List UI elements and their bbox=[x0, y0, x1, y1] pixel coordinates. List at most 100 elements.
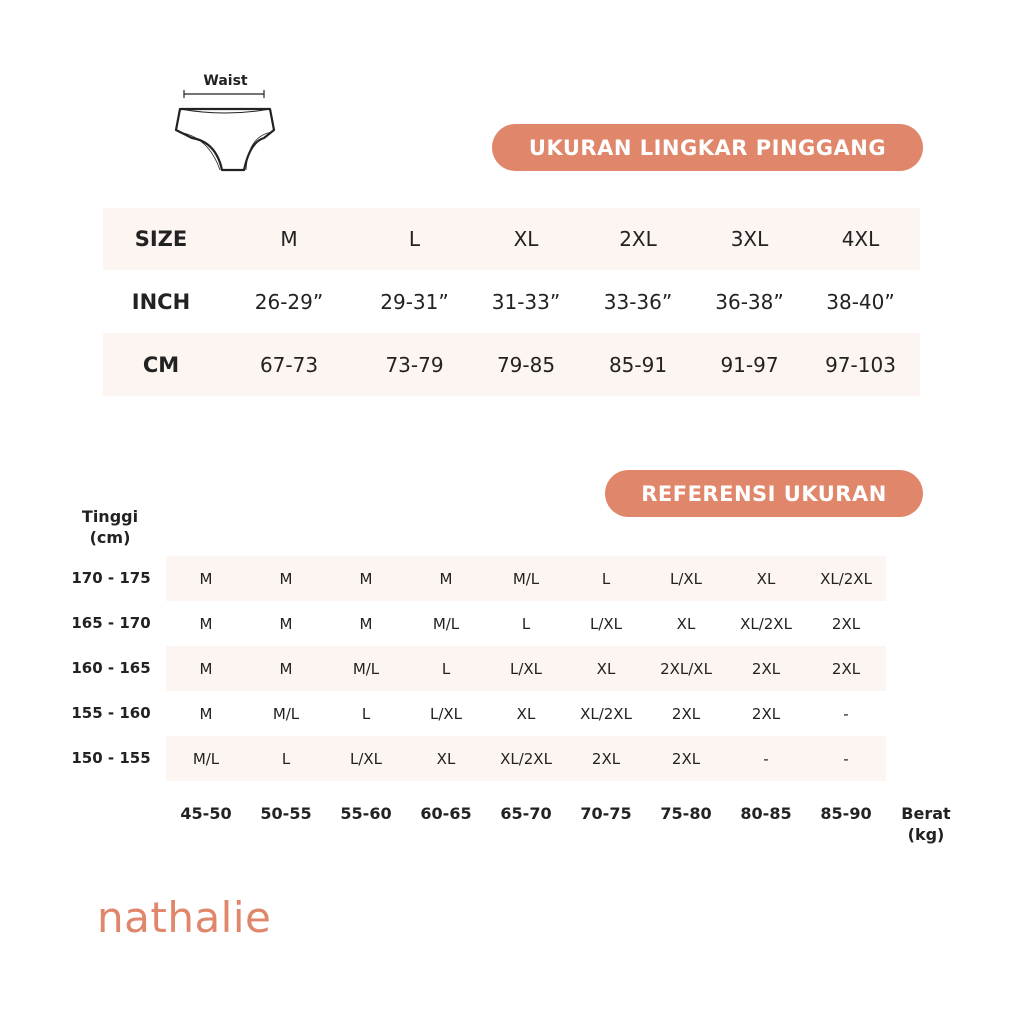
weight-range-label: 45-50 bbox=[180, 803, 232, 823]
cell: 38-40” bbox=[826, 289, 895, 314]
size-cell: M bbox=[359, 614, 373, 633]
size-cell: M bbox=[279, 659, 293, 678]
cell: 29-31” bbox=[380, 289, 449, 314]
table-row: M M M M M/L L L/XL XL XL/2XL bbox=[166, 556, 886, 601]
weight-range-label: 50-55 bbox=[260, 803, 312, 823]
weight-range-label: 70-75 bbox=[580, 803, 632, 823]
size-cell: 2XL bbox=[831, 614, 861, 633]
waist-label: Waist bbox=[203, 73, 248, 89]
size-cell: M/L bbox=[352, 659, 380, 678]
row-label: CM bbox=[142, 352, 180, 377]
weight-range-label: 60-65 bbox=[420, 803, 472, 823]
size-cell: XL bbox=[676, 614, 696, 633]
size-cell: - bbox=[843, 749, 849, 768]
briefs-icon bbox=[174, 90, 276, 172]
size-cell: 2XL bbox=[591, 749, 621, 768]
size-cell: L bbox=[441, 659, 451, 678]
size-cell: 2XL bbox=[671, 749, 701, 768]
cell: 79-85 bbox=[496, 352, 556, 377]
size-cell: 2XL bbox=[831, 659, 861, 678]
height-range-label: 150 - 155 bbox=[71, 749, 151, 767]
size-cell: M bbox=[359, 569, 373, 588]
cell: 85-91 bbox=[608, 352, 668, 377]
size-cell: L/XL bbox=[429, 704, 463, 723]
table-row: INCH 26-29” 29-31” 31-33” 33-36” 36-38” … bbox=[103, 270, 920, 333]
height-range-label: 165 - 170 bbox=[71, 614, 151, 632]
cell: 73-79 bbox=[385, 352, 444, 377]
size-cell: M bbox=[199, 614, 213, 633]
size-cell: M bbox=[199, 569, 213, 588]
size-cell: 2XL bbox=[751, 704, 781, 723]
table-row: CM 67-73 73-79 79-85 85-91 91-97 97-103 bbox=[103, 333, 920, 396]
size-cell: XL bbox=[516, 704, 536, 723]
weight-range-label: 75-80 bbox=[660, 803, 712, 823]
height-label-line2: (cm) bbox=[89, 528, 131, 547]
cell: 33-36” bbox=[603, 289, 673, 314]
weight-range-label: 65-70 bbox=[500, 803, 552, 823]
size-cell: M bbox=[439, 569, 453, 588]
size-cell: L bbox=[521, 614, 531, 633]
cell: M bbox=[280, 227, 298, 251]
cell: 26-29” bbox=[254, 289, 324, 314]
size-cell: L/XL bbox=[349, 749, 383, 768]
size-cell: XL bbox=[756, 569, 776, 588]
size-cell: XL bbox=[596, 659, 616, 678]
table-row: M/L L L/XL XL XL/2XL 2XL 2XL - - bbox=[166, 736, 886, 781]
size-cell: M bbox=[279, 569, 293, 588]
height-range-label: 170 - 175 bbox=[71, 569, 151, 587]
height-axis-label: Tinggi (cm) bbox=[70, 506, 150, 548]
table-row: M M M/L L L/XL XL 2XL/XL 2XL 2XL bbox=[166, 646, 886, 691]
cell: L bbox=[408, 227, 421, 251]
weight-header-row: 45-50 50-55 55-60 60-65 65-70 70-75 75-80 80-85… bbox=[166, 802, 886, 824]
size-cell: L bbox=[601, 569, 611, 588]
size-cell: L/XL bbox=[509, 659, 543, 678]
size-cell: L/XL bbox=[669, 569, 703, 588]
size-cell: M/L bbox=[432, 614, 460, 633]
size-cell: 2XL bbox=[671, 704, 701, 723]
cell: 36-38” bbox=[715, 289, 784, 314]
height-range-label: 160 - 165 bbox=[71, 659, 151, 677]
weight-label-line1: Berat bbox=[901, 804, 951, 823]
size-cell: L bbox=[361, 704, 371, 723]
cell: 2XL bbox=[619, 227, 657, 251]
row-label: SIZE bbox=[134, 227, 188, 251]
size-cell: M bbox=[199, 659, 213, 678]
cell: 91-97 bbox=[720, 352, 779, 377]
size-cell: M/L bbox=[512, 569, 540, 588]
table-row: SIZE M L XL 2XL 3XL 4XL bbox=[103, 208, 920, 270]
weight-axis-label: Berat (kg) bbox=[892, 803, 960, 845]
table-row: M M M M/L L L/XL XL XL/2XL 2XL bbox=[166, 601, 886, 646]
weight-range-label: 55-60 bbox=[340, 803, 392, 823]
size-cell: M bbox=[199, 704, 213, 723]
size-cell: M bbox=[279, 614, 293, 633]
weight-range-label: 80-85 bbox=[740, 803, 792, 823]
cell: 97-103 bbox=[825, 352, 896, 377]
size-cell: XL bbox=[436, 749, 456, 768]
cell: 67-73 bbox=[259, 352, 319, 377]
size-cell: XL/2XL bbox=[820, 569, 872, 588]
cell: 31-33” bbox=[491, 289, 561, 314]
cell: 4XL bbox=[841, 227, 880, 251]
size-cell: M/L bbox=[192, 749, 220, 768]
height-range-label: 155 - 160 bbox=[71, 704, 151, 722]
size-cell: L bbox=[281, 749, 291, 768]
row-label: INCH bbox=[131, 289, 191, 314]
size-cell: XL/2XL bbox=[580, 704, 632, 723]
cell: 3XL bbox=[730, 227, 769, 251]
size-cell: XL/2XL bbox=[500, 749, 552, 768]
size-cell: M/L bbox=[272, 704, 300, 723]
table-row: M M/L L L/XL XL XL/2XL 2XL 2XL - bbox=[166, 691, 886, 736]
size-cell: - bbox=[843, 704, 849, 723]
size-cell: XL/2XL bbox=[740, 614, 792, 633]
weight-label-line2: (kg) bbox=[907, 825, 945, 844]
size-cell: 2XL bbox=[751, 659, 781, 678]
height-label-line1: Tinggi bbox=[81, 507, 139, 526]
size-cell: L/XL bbox=[589, 614, 623, 633]
waist-diagram: Waist bbox=[168, 70, 288, 180]
weight-range-label: 85-90 bbox=[820, 803, 872, 823]
cell: XL bbox=[513, 227, 539, 251]
size-cell: 2XL/XL bbox=[660, 659, 712, 678]
size-reference-title: REFERENSI UKURAN bbox=[605, 470, 923, 517]
brand-logo: nathalie bbox=[97, 893, 272, 942]
size-cell: - bbox=[763, 749, 769, 768]
